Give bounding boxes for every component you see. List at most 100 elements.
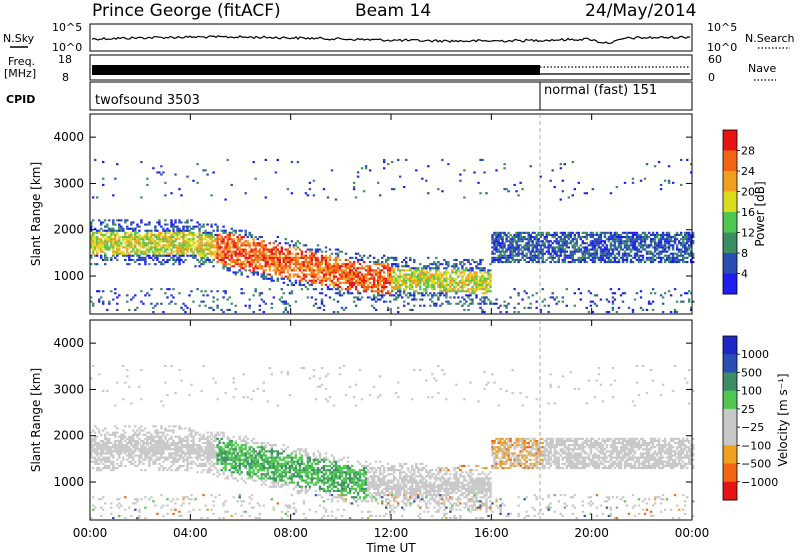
data-cell	[242, 263, 245, 266]
data-cell	[142, 458, 145, 461]
data-cell	[316, 250, 320, 253]
data-cell	[198, 450, 201, 453]
data-cell	[176, 248, 179, 251]
data-cell	[673, 256, 677, 259]
data-cell	[383, 279, 386, 282]
data-cell	[583, 242, 586, 245]
data-cell	[150, 242, 153, 245]
data-cell	[477, 283, 480, 286]
data-cell	[615, 261, 619, 264]
data-cell	[413, 261, 416, 264]
data-cell	[252, 258, 255, 261]
data-cell	[198, 452, 201, 455]
data-cell	[477, 275, 480, 278]
data-cell	[441, 279, 444, 282]
data-cell	[561, 246, 564, 249]
data-cell	[106, 223, 109, 226]
data-cell	[603, 254, 607, 257]
data-cell	[230, 227, 233, 230]
data-cell	[425, 267, 428, 270]
data-cell	[222, 467, 225, 470]
data-cell	[589, 240, 593, 243]
data-cell	[395, 281, 398, 284]
data-cell	[136, 238, 139, 241]
data-cell	[583, 236, 586, 239]
data-cell	[100, 242, 103, 245]
data-cell	[174, 231, 177, 234]
data-cell	[176, 444, 179, 447]
data-cell	[425, 179, 428, 182]
data-cell	[164, 244, 167, 247]
data-cell	[286, 311, 290, 314]
data-cell	[220, 456, 223, 459]
data-cell	[629, 261, 633, 264]
data-cell	[356, 175, 360, 178]
data-cell	[148, 462, 151, 465]
data-cell	[150, 435, 153, 438]
data-cell	[525, 261, 528, 264]
data-cell	[387, 269, 390, 272]
data-cell	[160, 506, 163, 509]
data-cell	[226, 158, 229, 161]
data-cell	[148, 263, 151, 266]
data-cell	[292, 244, 296, 247]
data-cell	[158, 462, 161, 465]
data-cell	[617, 258, 621, 261]
data-cell	[312, 254, 316, 257]
data-cell	[226, 250, 229, 253]
data-cell	[653, 254, 657, 257]
data-cell	[138, 240, 141, 243]
data-cell	[132, 254, 135, 257]
data-cell	[214, 254, 217, 257]
data-cell	[142, 462, 145, 465]
data-cell	[585, 261, 588, 264]
data-cell	[140, 498, 143, 501]
data-cell	[172, 246, 175, 249]
data-cell	[393, 286, 396, 289]
data-cell	[102, 508, 105, 511]
data-cell	[527, 240, 530, 243]
data-cell	[417, 269, 420, 272]
data-cell	[140, 450, 143, 453]
data-cell	[140, 446, 143, 449]
data-cell	[461, 261, 464, 264]
data-cell	[615, 248, 619, 251]
data-cell	[433, 281, 436, 284]
data-cell	[118, 252, 121, 255]
data-cell	[577, 261, 580, 264]
data-cell	[210, 223, 213, 226]
data-cell	[214, 246, 217, 249]
data-cell	[166, 296, 169, 299]
data-cell	[112, 444, 115, 447]
data-cell	[310, 250, 314, 253]
data-cell	[256, 244, 259, 247]
data-cell	[268, 256, 271, 259]
data-cell	[364, 273, 368, 276]
data-cell	[316, 248, 320, 251]
data-cell	[166, 288, 169, 291]
data-cell	[684, 261, 687, 264]
data-cell	[625, 246, 629, 249]
data-cell	[274, 261, 277, 264]
data-cell	[92, 236, 95, 239]
data-cell	[98, 469, 101, 472]
data-cell	[160, 439, 163, 442]
data-cell	[633, 298, 637, 301]
data-cell	[364, 265, 368, 268]
data-cell	[657, 161, 661, 164]
data-cell	[178, 248, 181, 251]
data-cell	[184, 452, 187, 455]
data-cell	[455, 290, 458, 293]
data-cell	[110, 433, 113, 436]
data-cell	[140, 246, 143, 249]
data-cell	[623, 244, 627, 247]
data-cell	[579, 248, 582, 251]
data-cell	[374, 290, 378, 293]
data-cell	[605, 298, 609, 301]
data-cell	[170, 248, 173, 251]
data-cell	[370, 288, 374, 291]
data-cell	[487, 298, 490, 301]
data-cell	[116, 240, 119, 243]
data-cell	[519, 248, 522, 251]
